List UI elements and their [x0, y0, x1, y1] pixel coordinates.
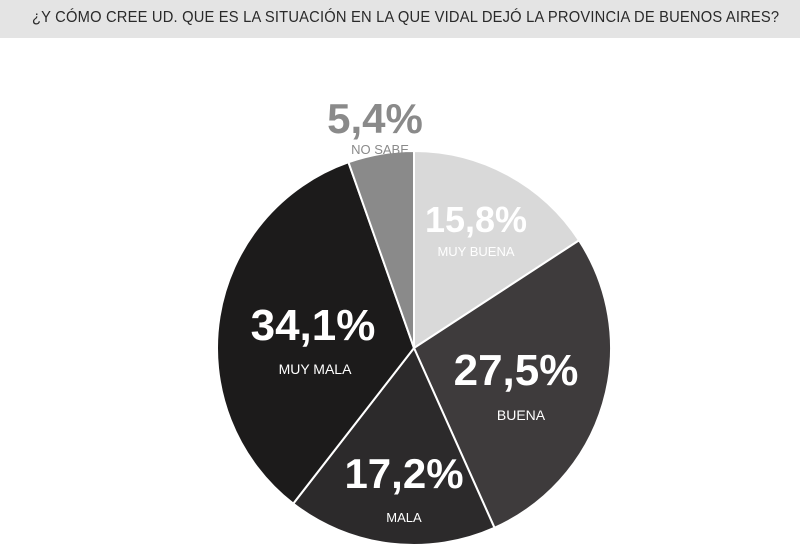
value-label-buena: 27,5%: [454, 346, 579, 395]
chart-title: ¿Y CÓMO CREE UD. QUE ES LA SITUACIÓN EN …: [32, 9, 780, 26]
pie-slice-muy-buena: [413, 149, 581, 350]
pie-slice-mala: [291, 346, 496, 546]
category-label-muy-mala: MUY MALA: [279, 361, 353, 377]
category-label-mala: MALA: [386, 510, 422, 525]
value-label-no-sabe: 5,4%: [327, 95, 423, 142]
value-label-muy-mala: 34,1%: [251, 301, 376, 350]
pie-slice-no-sabe: [347, 149, 415, 349]
title-bar: ¿Y CÓMO CREE UD. QUE ES LA SITUACIÓN EN …: [0, 0, 800, 38]
category-label-buena: BUENA: [497, 407, 546, 423]
value-label-muy-buena: 15,8%: [425, 199, 527, 240]
pie-slice-muy-mala: [216, 160, 416, 506]
value-label-mala: 17,2%: [344, 450, 463, 497]
category-label-no-sabe: NO SABE: [351, 142, 409, 157]
category-label-muy-buena: MUY BUENA: [437, 244, 514, 259]
